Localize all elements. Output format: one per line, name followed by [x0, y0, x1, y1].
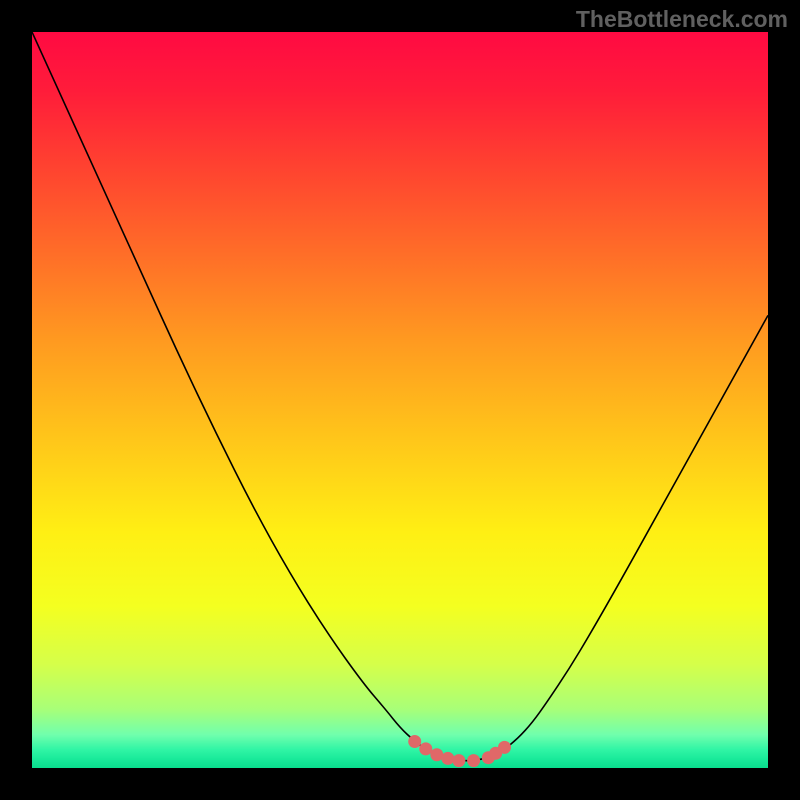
valley-dot	[419, 742, 432, 755]
valley-dots	[408, 735, 511, 767]
valley-dot	[467, 754, 480, 767]
watermark-text: TheBottleneck.com	[576, 6, 788, 33]
v-curve	[32, 32, 768, 761]
valley-dot	[452, 754, 465, 767]
valley-dot	[441, 752, 454, 765]
curve-layer	[32, 32, 768, 768]
valley-dot	[498, 741, 511, 754]
valley-dot	[430, 748, 443, 761]
valley-dot	[408, 735, 421, 748]
plot-area	[32, 32, 768, 768]
chart-container: TheBottleneck.com	[0, 0, 800, 800]
